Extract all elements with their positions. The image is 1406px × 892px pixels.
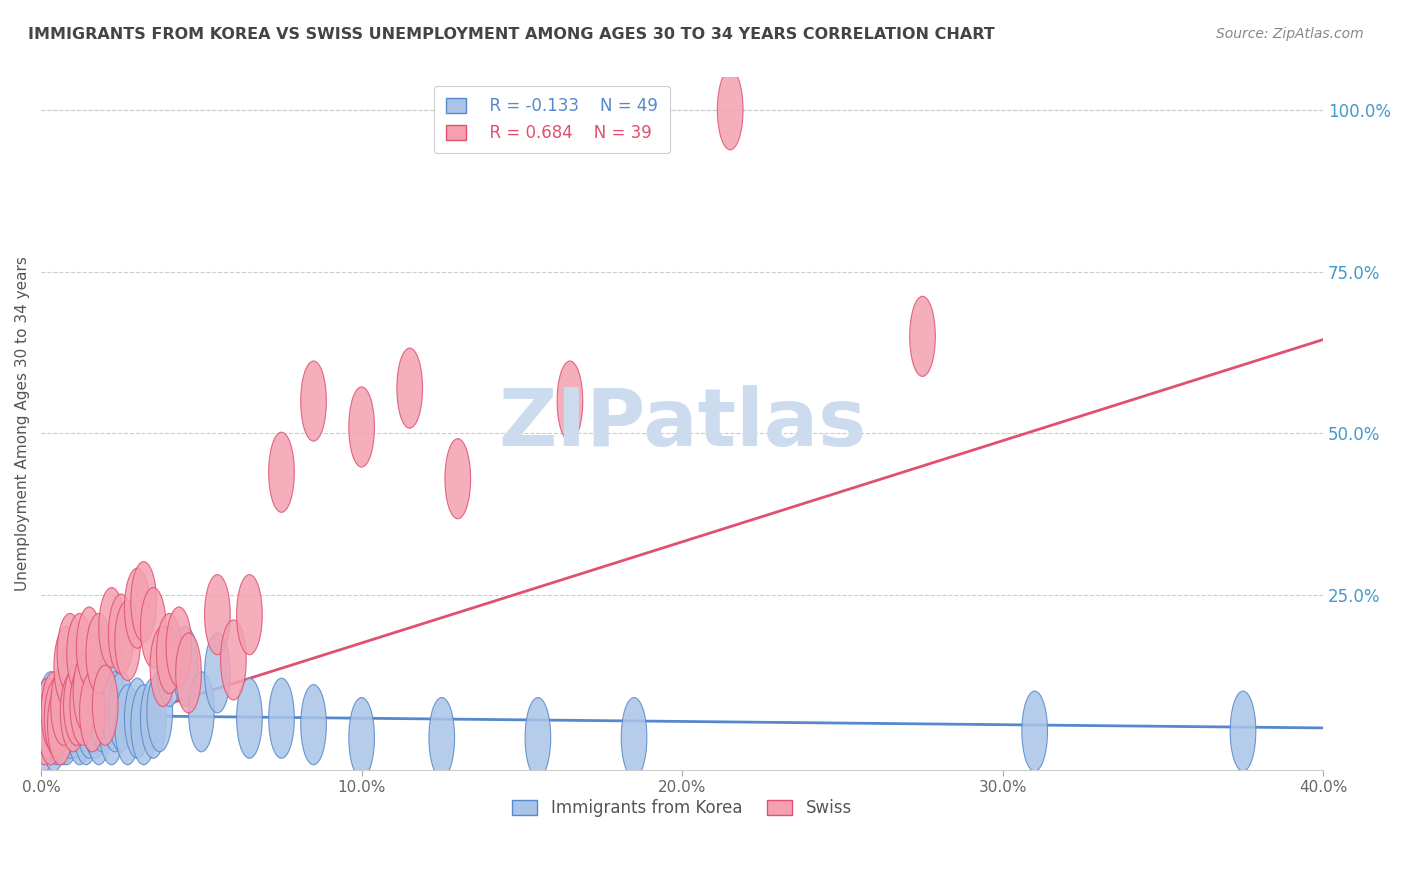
Legend: Immigrants from Korea, Swiss: Immigrants from Korea, Swiss — [506, 793, 859, 824]
Text: ZIPatlas: ZIPatlas — [498, 384, 866, 463]
Text: Source: ZipAtlas.com: Source: ZipAtlas.com — [1216, 27, 1364, 41]
Text: IMMIGRANTS FROM KOREA VS SWISS UNEMPLOYMENT AMONG AGES 30 TO 34 YEARS CORRELATIO: IMMIGRANTS FROM KOREA VS SWISS UNEMPLOYM… — [28, 27, 995, 42]
Y-axis label: Unemployment Among Ages 30 to 34 years: Unemployment Among Ages 30 to 34 years — [15, 256, 30, 591]
